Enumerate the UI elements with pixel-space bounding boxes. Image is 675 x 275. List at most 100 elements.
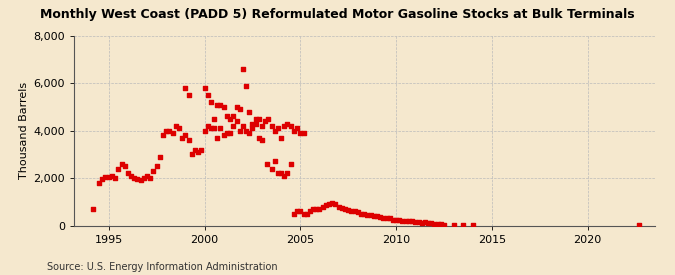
Point bbox=[225, 131, 236, 135]
Point bbox=[369, 214, 379, 218]
Point bbox=[250, 121, 261, 126]
Point bbox=[100, 175, 111, 179]
Point bbox=[298, 131, 309, 135]
Point bbox=[116, 162, 127, 166]
Point bbox=[266, 166, 277, 171]
Point bbox=[419, 220, 430, 225]
Point bbox=[321, 203, 331, 208]
Point bbox=[113, 166, 124, 171]
Point bbox=[107, 174, 117, 178]
Point bbox=[193, 150, 204, 154]
Point bbox=[228, 114, 239, 119]
Point bbox=[308, 207, 319, 211]
Point bbox=[340, 207, 350, 211]
Text: Monthly West Coast (PADD 5) Reformulated Motor Gasoline Stocks at Bulk Terminals: Monthly West Coast (PADD 5) Reformulated… bbox=[40, 8, 634, 21]
Point bbox=[273, 171, 284, 175]
Point bbox=[295, 131, 306, 135]
Point bbox=[276, 171, 287, 175]
Point bbox=[228, 124, 239, 128]
Point bbox=[212, 102, 223, 107]
Point bbox=[173, 126, 184, 130]
Point bbox=[212, 136, 223, 140]
Point bbox=[202, 124, 213, 128]
Point bbox=[295, 209, 306, 213]
Point bbox=[209, 126, 219, 130]
Point bbox=[253, 136, 264, 140]
Point bbox=[186, 152, 197, 156]
Point bbox=[333, 204, 344, 209]
Point bbox=[279, 124, 290, 128]
Point bbox=[183, 138, 194, 142]
Point bbox=[180, 133, 191, 138]
Point bbox=[432, 222, 443, 226]
Point bbox=[349, 209, 360, 213]
Point bbox=[286, 124, 296, 128]
Point bbox=[301, 211, 312, 216]
Point bbox=[256, 138, 267, 142]
Point bbox=[256, 124, 267, 128]
Point bbox=[180, 86, 191, 90]
Point bbox=[247, 121, 258, 126]
Point bbox=[151, 164, 162, 168]
Point bbox=[145, 176, 156, 180]
Point bbox=[202, 93, 213, 97]
Point bbox=[410, 220, 421, 224]
Point bbox=[261, 162, 272, 166]
Point bbox=[260, 119, 271, 123]
Point bbox=[365, 213, 376, 217]
Point bbox=[310, 207, 321, 211]
Point bbox=[132, 177, 143, 182]
Point bbox=[404, 219, 414, 223]
Point bbox=[215, 126, 226, 130]
Point bbox=[157, 133, 168, 138]
Point bbox=[209, 117, 219, 121]
Point bbox=[356, 211, 367, 216]
Point bbox=[266, 124, 277, 128]
Point bbox=[250, 117, 261, 121]
Point bbox=[406, 219, 417, 223]
Point bbox=[97, 177, 108, 182]
Point bbox=[221, 131, 232, 135]
Point bbox=[199, 128, 210, 133]
Point bbox=[148, 169, 159, 173]
Point bbox=[205, 100, 216, 104]
Point bbox=[103, 175, 114, 179]
Point bbox=[429, 221, 440, 226]
Point bbox=[381, 216, 392, 221]
Point bbox=[435, 222, 446, 227]
Point bbox=[225, 117, 236, 121]
Point bbox=[346, 209, 357, 213]
Point bbox=[238, 124, 248, 128]
Point bbox=[282, 171, 293, 175]
Point bbox=[387, 217, 398, 222]
Point bbox=[362, 213, 373, 217]
Point bbox=[298, 211, 309, 216]
Point bbox=[269, 128, 280, 133]
Point bbox=[292, 209, 302, 213]
Point bbox=[164, 128, 175, 133]
Point bbox=[276, 136, 287, 140]
Point bbox=[231, 119, 242, 123]
Point bbox=[413, 220, 424, 225]
Point bbox=[391, 217, 402, 222]
Point bbox=[394, 217, 405, 222]
Point bbox=[88, 207, 99, 211]
Point bbox=[244, 131, 254, 135]
Point bbox=[323, 202, 334, 206]
Point bbox=[119, 164, 130, 168]
Point bbox=[384, 216, 395, 221]
Point bbox=[161, 128, 171, 133]
Point bbox=[317, 204, 328, 209]
Point bbox=[304, 209, 315, 213]
Point bbox=[231, 105, 242, 109]
Point bbox=[215, 102, 226, 107]
Point bbox=[330, 202, 341, 206]
Point bbox=[439, 222, 450, 227]
Point bbox=[241, 128, 252, 133]
Point bbox=[371, 214, 382, 218]
Point bbox=[400, 219, 411, 223]
Point bbox=[170, 124, 181, 128]
Point bbox=[129, 176, 140, 180]
Text: Source: U.S. Energy Information Administration: Source: U.S. Energy Information Administ… bbox=[47, 262, 278, 272]
Point bbox=[314, 207, 325, 211]
